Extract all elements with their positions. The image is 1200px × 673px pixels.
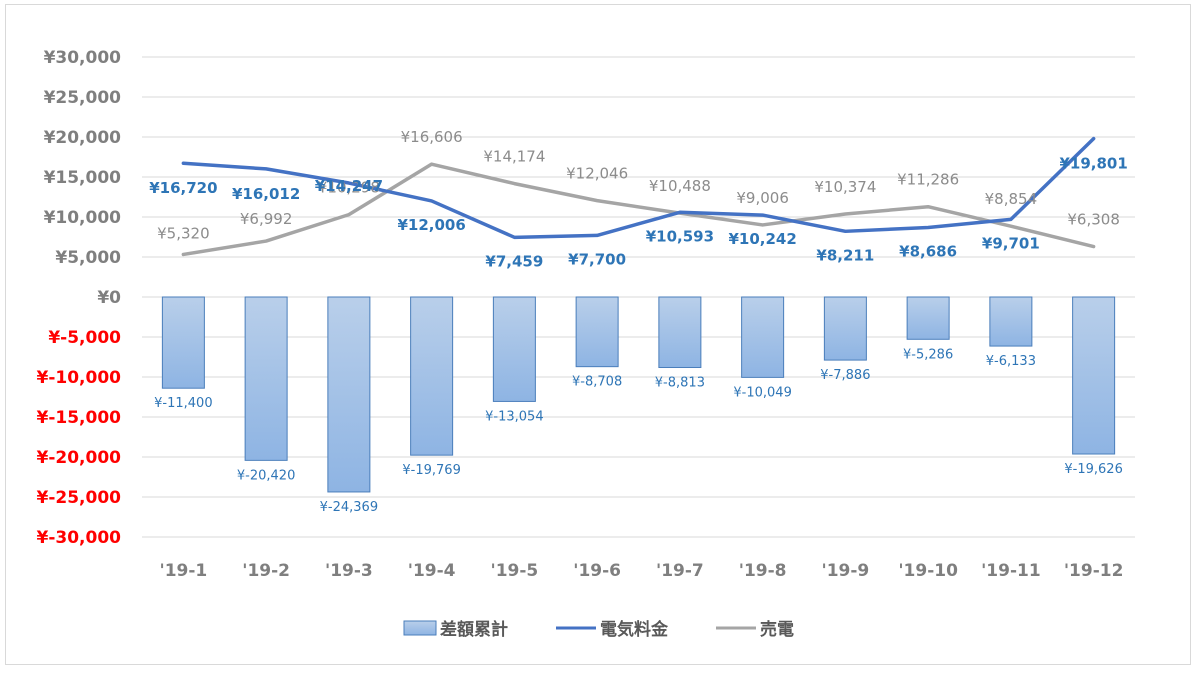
bar-data-label: ¥-6,133 <box>986 354 1036 369</box>
grid-lines <box>142 56 1135 538</box>
elec-data-label: ¥19,801 <box>1059 155 1127 173</box>
x-tick-label: '19-2 <box>242 561 290 581</box>
legend-label-elec: 電気料金 <box>600 619 669 640</box>
x-tick-label: '19-4 <box>408 561 456 581</box>
elec-data-label: ¥16,012 <box>232 185 300 203</box>
elec-data-label: ¥9,701 <box>982 234 1040 252</box>
elec-data-label: ¥14,247 <box>315 177 383 195</box>
bar-data-label: ¥-10,049 <box>733 385 791 400</box>
bar-data-label: ¥-24,369 <box>320 500 378 515</box>
data-labels: ¥-11,400 ¥-20,420 ¥-24,369 ¥-19,769 ¥-13,054… <box>149 128 1128 515</box>
x-tick-label: '19-6 <box>573 561 621 581</box>
elec-data-label: ¥7,459 <box>485 252 543 270</box>
bar <box>327 296 371 493</box>
y-tick-label: ¥-25,000 <box>37 488 122 508</box>
bar <box>989 296 1033 347</box>
line-series <box>181 136 1096 257</box>
elec-data-label: ¥10,242 <box>728 230 796 248</box>
x-tick-label: '19-10 <box>898 561 958 581</box>
sell-data-label: ¥10,298 <box>318 179 380 197</box>
x-tick-label: '19-8 <box>739 561 787 581</box>
sell-data-label: ¥6,992 <box>240 210 293 228</box>
y-tick-label: ¥0 <box>97 288 121 308</box>
sell-data-label: ¥10,488 <box>649 177 711 195</box>
sell-data-label: ¥9,006 <box>736 189 789 207</box>
bar <box>906 296 950 340</box>
sell-data-label: ¥6,308 <box>1067 211 1120 229</box>
elec-data-label: ¥16,720 <box>149 179 217 197</box>
elec-data-label: ¥12,006 <box>397 216 465 234</box>
y-axis: ¥30,000 ¥25,000 ¥20,000 ¥15,000 ¥10,000 ¥5,00… <box>37 48 122 548</box>
elec-data-label: ¥7,700 <box>568 250 626 268</box>
y-tick-label: ¥30,000 <box>44 48 122 68</box>
x-tick-label: '19-5 <box>491 561 539 581</box>
bar <box>1072 296 1116 455</box>
bar-data-label: ¥-20,420 <box>237 468 295 483</box>
legend-swatch-bar <box>403 620 437 636</box>
x-axis: '19-1 '19-2 '19-3 '19-4 '19-5 '19-6 '19-7 '19-8… <box>160 561 1124 581</box>
x-tick-label: '19-9 <box>822 561 870 581</box>
series-diff-cumulative <box>161 296 1116 493</box>
legend: 差額累計 電気料金 売電 <box>403 619 794 640</box>
sell-data-label: ¥16,606 <box>401 128 463 146</box>
line-sell <box>181 162 1096 257</box>
sell-data-label: ¥11,286 <box>897 171 959 189</box>
x-tick-label: '19-7 <box>656 561 704 581</box>
y-tick-label: ¥5,000 <box>55 248 121 268</box>
x-tick-label: '19-11 <box>981 561 1041 581</box>
y-tick-label: ¥20,000 <box>44 128 122 148</box>
sell-data-label: ¥8,854 <box>985 190 1038 208</box>
bar <box>658 296 702 369</box>
y-tick-label: ¥10,000 <box>44 208 122 228</box>
bar-data-label: ¥-19,626 <box>1064 462 1122 477</box>
bar <box>244 296 288 461</box>
y-tick-label: ¥-10,000 <box>37 368 122 388</box>
bar <box>161 296 205 389</box>
legend-label-bar: 差額累計 <box>440 619 508 640</box>
legend-label-sell: 売電 <box>760 619 794 640</box>
bar-data-label: ¥-8,813 <box>655 376 705 391</box>
sell-data-label: ¥5,320 <box>157 224 210 242</box>
bar <box>410 296 454 456</box>
sell-data-label: ¥14,174 <box>483 148 545 166</box>
bar <box>575 296 619 368</box>
bar <box>741 296 785 378</box>
sell-data-label: ¥12,046 <box>566 165 628 183</box>
line-elec <box>181 136 1096 240</box>
elec-data-label: ¥10,593 <box>646 227 714 245</box>
bar <box>492 296 536 402</box>
bar-data-label: ¥-19,769 <box>402 463 460 478</box>
y-tick-label: ¥-5,000 <box>48 328 121 348</box>
y-tick-label: ¥-20,000 <box>37 448 122 468</box>
elec-data-label: ¥8,686 <box>899 243 957 261</box>
bar-data-label: ¥-13,054 <box>485 409 543 424</box>
bar-data-label: ¥-8,708 <box>572 375 622 390</box>
x-tick-label: '19-3 <box>325 561 373 581</box>
y-tick-label: ¥-15,000 <box>37 408 122 428</box>
bar-data-label: ¥-11,400 <box>154 396 212 411</box>
y-tick-label: ¥-30,000 <box>37 528 122 548</box>
elec-data-label: ¥8,211 <box>816 246 874 264</box>
y-tick-label: ¥15,000 <box>44 168 122 188</box>
y-tick-label: ¥25,000 <box>44 88 122 108</box>
bar-data-label: ¥-5,286 <box>903 347 953 362</box>
bar <box>823 296 867 361</box>
bar-data-label: ¥-7,886 <box>820 368 870 383</box>
sell-data-label: ¥10,374 <box>814 178 876 196</box>
x-tick-label: '19-12 <box>1064 561 1124 581</box>
x-tick-label: '19-1 <box>160 561 208 581</box>
